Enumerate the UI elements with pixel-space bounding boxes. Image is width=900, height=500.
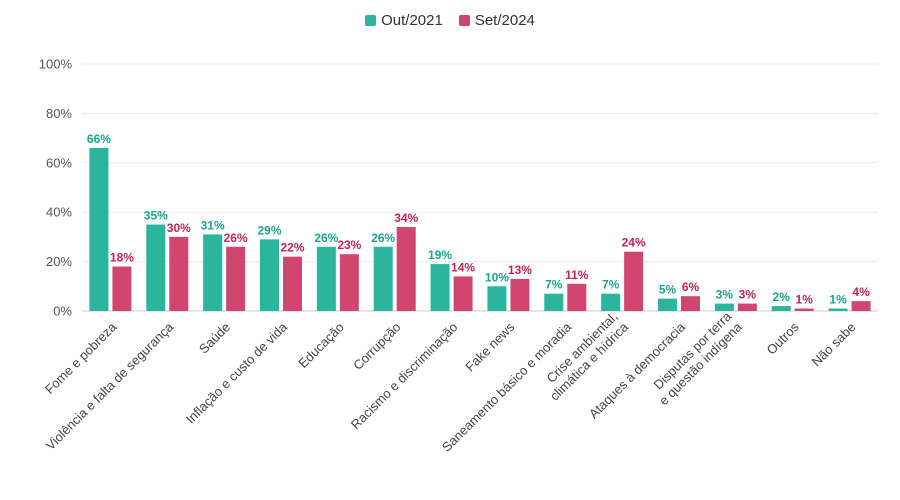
bar-series-1[interactable] (89, 147, 109, 311)
data-label-series-2: 23% (337, 238, 361, 252)
x-tick-label-line: Educação (295, 319, 346, 370)
legend-item-series-1[interactable]: Out/2021 (365, 12, 443, 29)
legend-swatch-series-2 (458, 15, 470, 26)
legend-label-series-1: Out/2021 (381, 12, 443, 29)
x-tick-label-line: Racismo e discriminação (348, 319, 461, 432)
data-label-series-2: 6% (682, 280, 700, 294)
bar-series-2[interactable] (112, 266, 132, 311)
x-tick-label: Educação (295, 319, 346, 370)
data-label-series-1: 7% (602, 278, 620, 292)
bar-series-1[interactable] (146, 224, 166, 311)
data-label-series-1: 2% (773, 290, 791, 304)
data-label-series-1: 3% (716, 288, 734, 302)
data-label-series-1: 66% (87, 132, 111, 146)
data-label-series-1: 5% (659, 283, 677, 297)
data-label-series-2: 3% (739, 288, 757, 302)
bar-series-1[interactable] (601, 293, 621, 311)
data-label-series-2: 22% (280, 241, 304, 255)
bar-series-2[interactable] (624, 251, 644, 311)
x-tick-label: Não sabe (809, 319, 859, 369)
x-tick-label-line: Fake news (462, 319, 517, 374)
data-label-series-1: 29% (257, 223, 281, 237)
data-label-series-1: 26% (371, 231, 395, 245)
data-label-series-1: 1% (829, 293, 847, 307)
x-tick-label-line: Inflação e custo de vida (183, 319, 291, 427)
data-label-series-1: 7% (545, 278, 563, 292)
bar-series-2[interactable] (510, 278, 530, 311)
bar-series-2[interactable] (396, 227, 416, 311)
data-label-series-2: 11% (565, 268, 589, 282)
bar-series-2[interactable] (681, 296, 700, 311)
legend-swatch-series-1 (365, 15, 377, 26)
data-label-series-2: 1% (796, 293, 814, 307)
data-label-series-2: 14% (451, 260, 475, 274)
bar-series-1[interactable] (544, 293, 564, 311)
bar-series-2[interactable] (169, 236, 189, 311)
bar-series-2[interactable] (737, 303, 757, 311)
x-tick-label: Racismo e discriminação (348, 319, 461, 432)
x-tick-label-line: Saúde (196, 319, 233, 356)
bar-series-1[interactable] (487, 286, 507, 311)
bar-series-2[interactable] (339, 254, 359, 311)
data-label-series-1: 35% (144, 209, 168, 223)
bar-series-1[interactable] (828, 308, 848, 311)
bar-series-2[interactable] (283, 256, 302, 311)
data-labels: 66%18%35%30% 31%26%29%22%26%23%26%34%19%1… (87, 132, 870, 307)
bar-series-1[interactable] (373, 246, 393, 311)
bar-series-1[interactable] (658, 298, 677, 311)
x-tick-label: Inflação e custo de vida (183, 319, 291, 427)
x-tick-label-line: Outros (763, 319, 802, 358)
data-label-series-2: 24% (622, 236, 646, 250)
y-tick-label: 0% (53, 304, 72, 319)
bar-series-2[interactable] (453, 276, 473, 311)
bar-series-2[interactable] (794, 308, 814, 311)
bar-series-1[interactable] (430, 264, 450, 311)
y-tick-label: 80% (46, 106, 72, 121)
bar-series-1[interactable] (771, 306, 791, 311)
data-label-series-1: 10% (485, 270, 509, 284)
x-tick-label-line: Corrupção (350, 319, 404, 373)
y-axis: 0% 20% 40% 60% 80% 100% (39, 57, 73, 319)
x-tick-label: Saúde (196, 319, 233, 356)
bar-series-1[interactable] (260, 239, 279, 311)
legend-label-series-2: Set/2024 (474, 12, 535, 29)
data-label-series-2: 34% (394, 211, 418, 225)
chart-legend: Out/2021 Set/2024 (0, 12, 900, 29)
data-label-series-2: 30% (167, 221, 191, 235)
bar-series-1[interactable] (316, 246, 336, 311)
x-tick-label-line: Não sabe (809, 319, 859, 369)
bar-series-2[interactable] (851, 301, 871, 311)
bar-series-1[interactable] (714, 303, 734, 311)
bar-series-2[interactable] (226, 246, 246, 311)
data-label-series-1: 19% (428, 248, 452, 262)
y-tick-label: 20% (46, 254, 72, 269)
data-label-series-2: 18% (110, 251, 134, 265)
y-tick-label: 100% (39, 57, 73, 72)
data-label-series-1: 26% (314, 231, 338, 245)
legend-item-series-2[interactable]: Set/2024 (458, 12, 535, 29)
x-tick-label: Outros (763, 319, 802, 358)
bar-series-1[interactable] (203, 234, 223, 311)
data-label-series-2: 26% (224, 231, 248, 245)
x-tick-label: Corrupção (350, 319, 404, 373)
data-label-series-2: 4% (852, 285, 870, 299)
y-tick-label: 60% (46, 155, 72, 170)
x-tick-label: Fake news (462, 319, 517, 374)
data-label-series-2: 13% (508, 263, 532, 277)
y-tick-label: 40% (46, 205, 72, 220)
data-label-series-1: 31% (201, 218, 225, 232)
bars (89, 147, 871, 311)
bar-series-2[interactable] (567, 283, 587, 311)
gridlines (82, 63, 878, 312)
